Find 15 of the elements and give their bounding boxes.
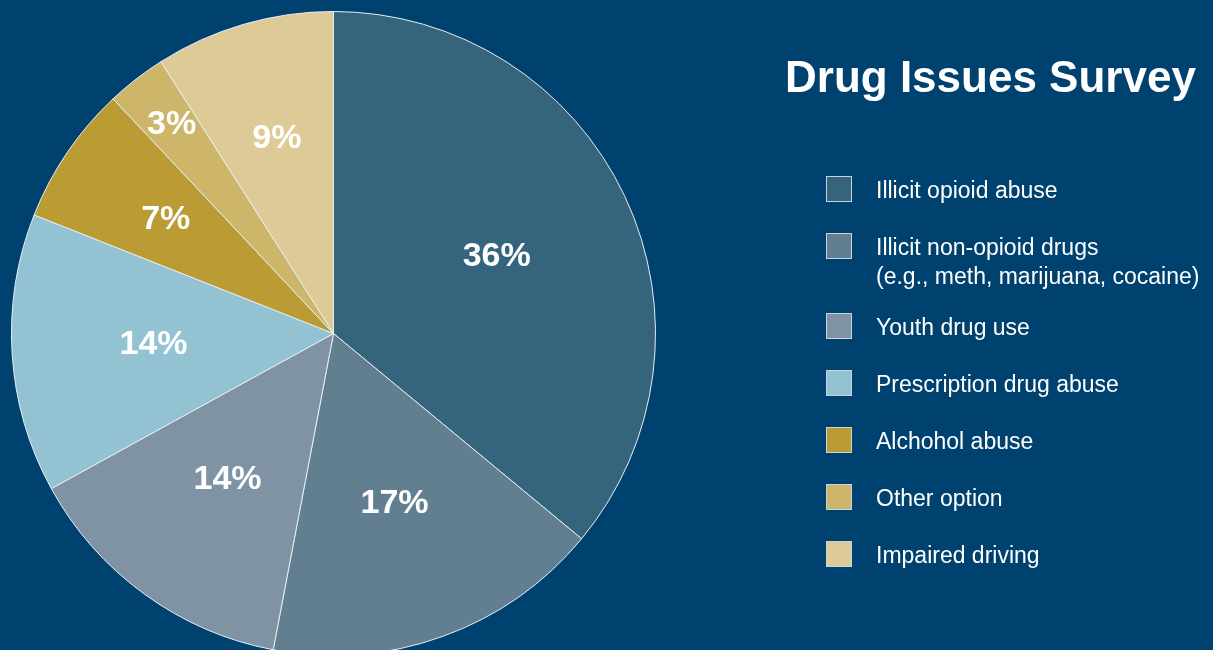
data-label: 9% bbox=[252, 117, 302, 156]
data-label: 14% bbox=[119, 323, 188, 362]
data-label: 17% bbox=[360, 481, 429, 520]
legend-label: Alchohol abuse bbox=[876, 427, 1034, 456]
legend-label: Prescription drug abuse bbox=[876, 370, 1119, 399]
legend-label: Other option bbox=[876, 484, 1003, 513]
data-label: 3% bbox=[147, 103, 197, 142]
legend-label: Illicit non-opioid drugs (e.g., meth, marijuana, cocaine) bbox=[876, 233, 1200, 291]
legend-label: Youth drug use bbox=[876, 313, 1030, 342]
text: Drug Issues Survey bbox=[785, 52, 1196, 102]
data-label: 14% bbox=[193, 457, 262, 496]
data-label: 36% bbox=[462, 235, 531, 274]
legend-label: Illicit opioid abuse bbox=[876, 176, 1058, 205]
legend-label: Impaired driving bbox=[876, 541, 1040, 570]
data-label: 7% bbox=[141, 197, 191, 236]
